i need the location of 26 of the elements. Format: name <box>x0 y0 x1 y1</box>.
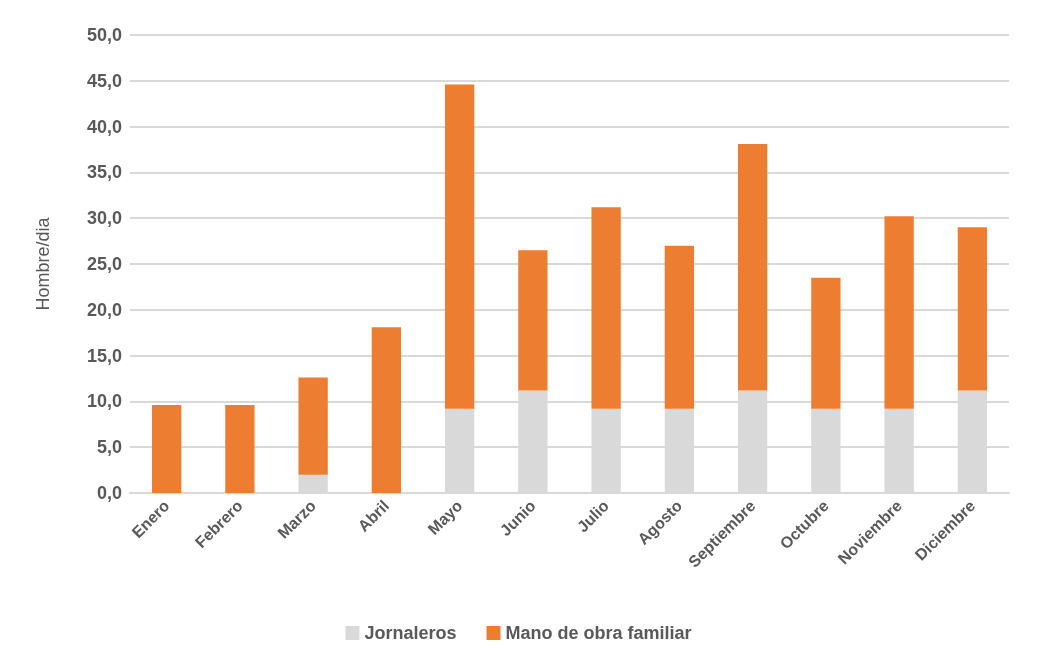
y-tick-label: 10,0 <box>86 391 122 412</box>
y-tick-label: 30,0 <box>86 208 122 229</box>
bar <box>811 277 841 409</box>
y-tick-label: 20,0 <box>86 299 122 320</box>
bar <box>591 207 621 409</box>
bar <box>957 227 988 391</box>
bar <box>444 84 475 409</box>
y-tick-label: 0,0 <box>96 483 122 503</box>
y-tick-label: 25,0 <box>86 254 122 274</box>
bar <box>518 250 548 391</box>
bar <box>371 327 402 493</box>
bar <box>664 245 695 409</box>
y-tick-label: 35,0 <box>86 162 122 183</box>
bar <box>884 216 914 409</box>
bar <box>151 405 182 493</box>
y-tick-label: 45,0 <box>86 70 122 91</box>
bar <box>225 405 255 493</box>
bar <box>298 377 328 475</box>
y-axis-title: Hombre/dia <box>33 216 53 311</box>
y-tick-label: 40,0 <box>86 116 122 137</box>
legend-label: Mano de obra familiar <box>505 623 692 643</box>
legend-label: Jornaleros <box>364 623 457 643</box>
y-tick-label: 50,0 <box>86 25 122 45</box>
y-tick-label: 15,0 <box>86 345 122 366</box>
y-tick-label: 5,0 <box>96 437 122 458</box>
bar <box>737 144 768 391</box>
